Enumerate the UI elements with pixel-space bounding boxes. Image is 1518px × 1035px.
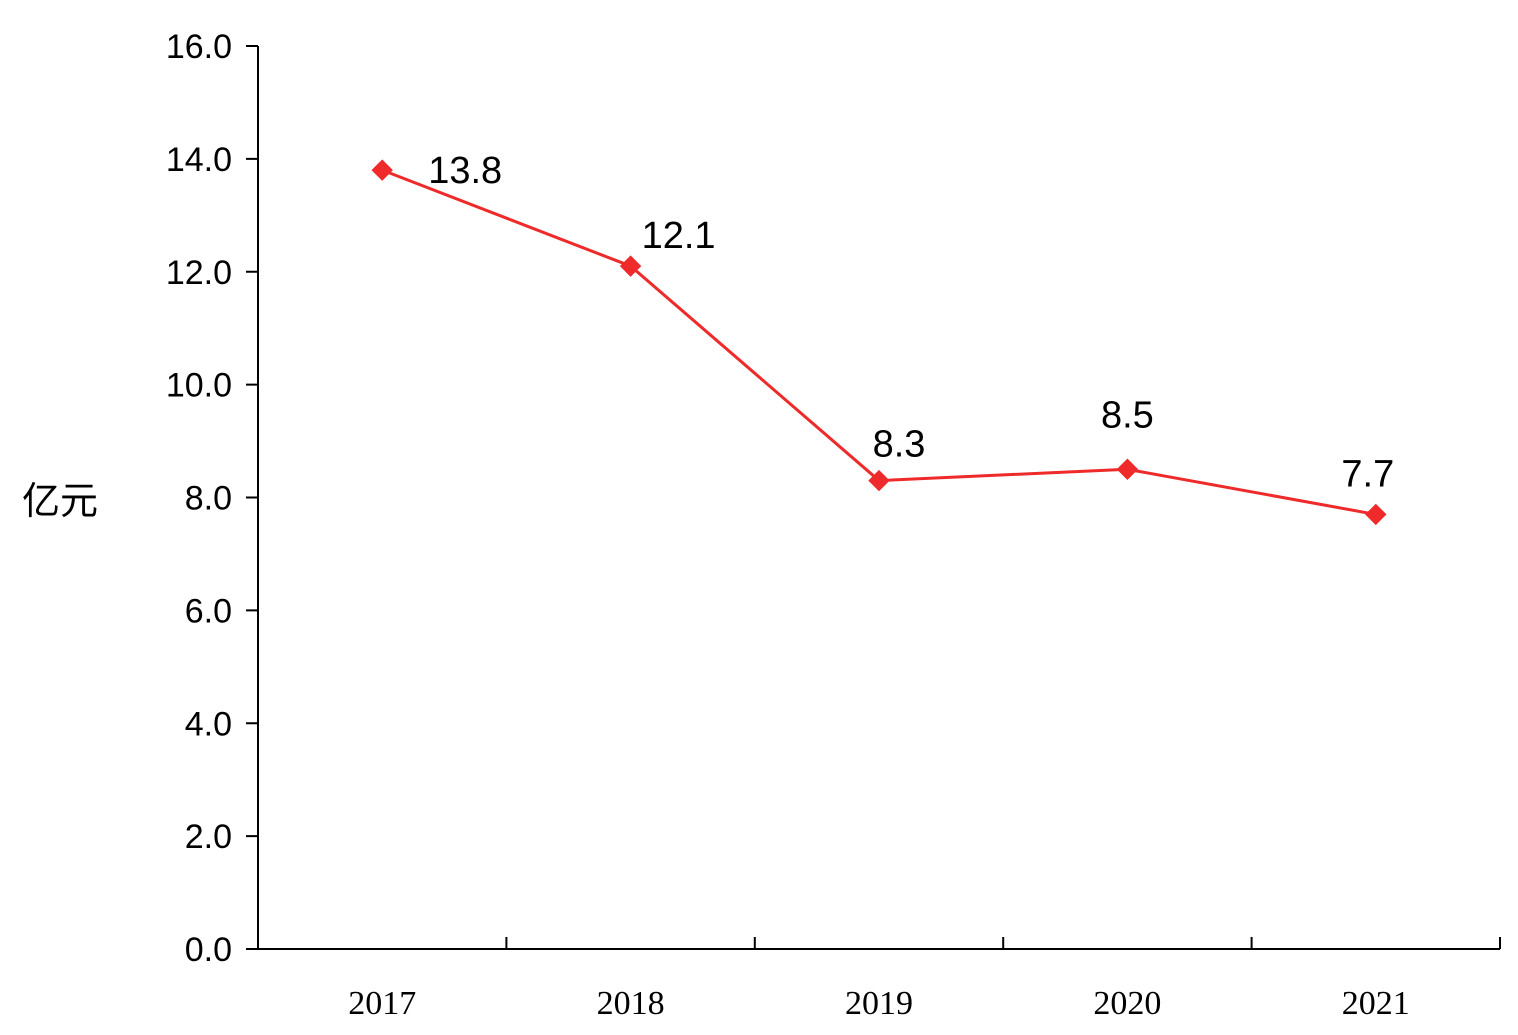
data-point-marker [1365, 503, 1387, 526]
series-group [371, 159, 1387, 526]
y-tick-label: 14.0 [166, 141, 232, 179]
y-tick-label: 4.0 [185, 705, 232, 743]
data-label: 7.7 [1341, 453, 1394, 495]
y-tick-label: 0.0 [185, 931, 232, 969]
y-tick-label: 6.0 [185, 592, 232, 630]
data-label: 8.5 [1101, 394, 1154, 436]
data-labels: 13.8 12.1 8.3 8.5 7.7 [428, 150, 1394, 495]
x-tick-label: 2020 [1093, 985, 1161, 1022]
x-tick-label: 2021 [1342, 985, 1410, 1022]
data-label: 12.1 [642, 215, 716, 257]
y-tick-label: 2.0 [185, 818, 232, 856]
y-tick-label: 8.0 [185, 480, 232, 518]
data-point-marker [619, 255, 642, 277]
data-point-marker [371, 159, 393, 181]
data-point-marker [1116, 458, 1139, 480]
x-ticks: 2017 2018 2019 2020 2021 [348, 937, 1501, 1022]
y-axis-label: 亿元 [22, 479, 98, 523]
y-tick-label: 10.0 [166, 367, 232, 405]
x-tick-label: 2018 [597, 985, 665, 1022]
x-tick-label: 2017 [348, 985, 416, 1022]
data-point-marker [868, 469, 890, 492]
y-ticks: 0.0 2.0 4.0 6.0 8.0 10.0 12.0 14.0 16.0 [166, 28, 258, 969]
x-tick-label: 2019 [845, 985, 913, 1022]
data-label: 8.3 [873, 424, 926, 466]
y-tick-label: 12.0 [166, 254, 232, 292]
data-label: 13.8 [428, 150, 502, 192]
y-tick-label: 16.0 [166, 28, 232, 66]
